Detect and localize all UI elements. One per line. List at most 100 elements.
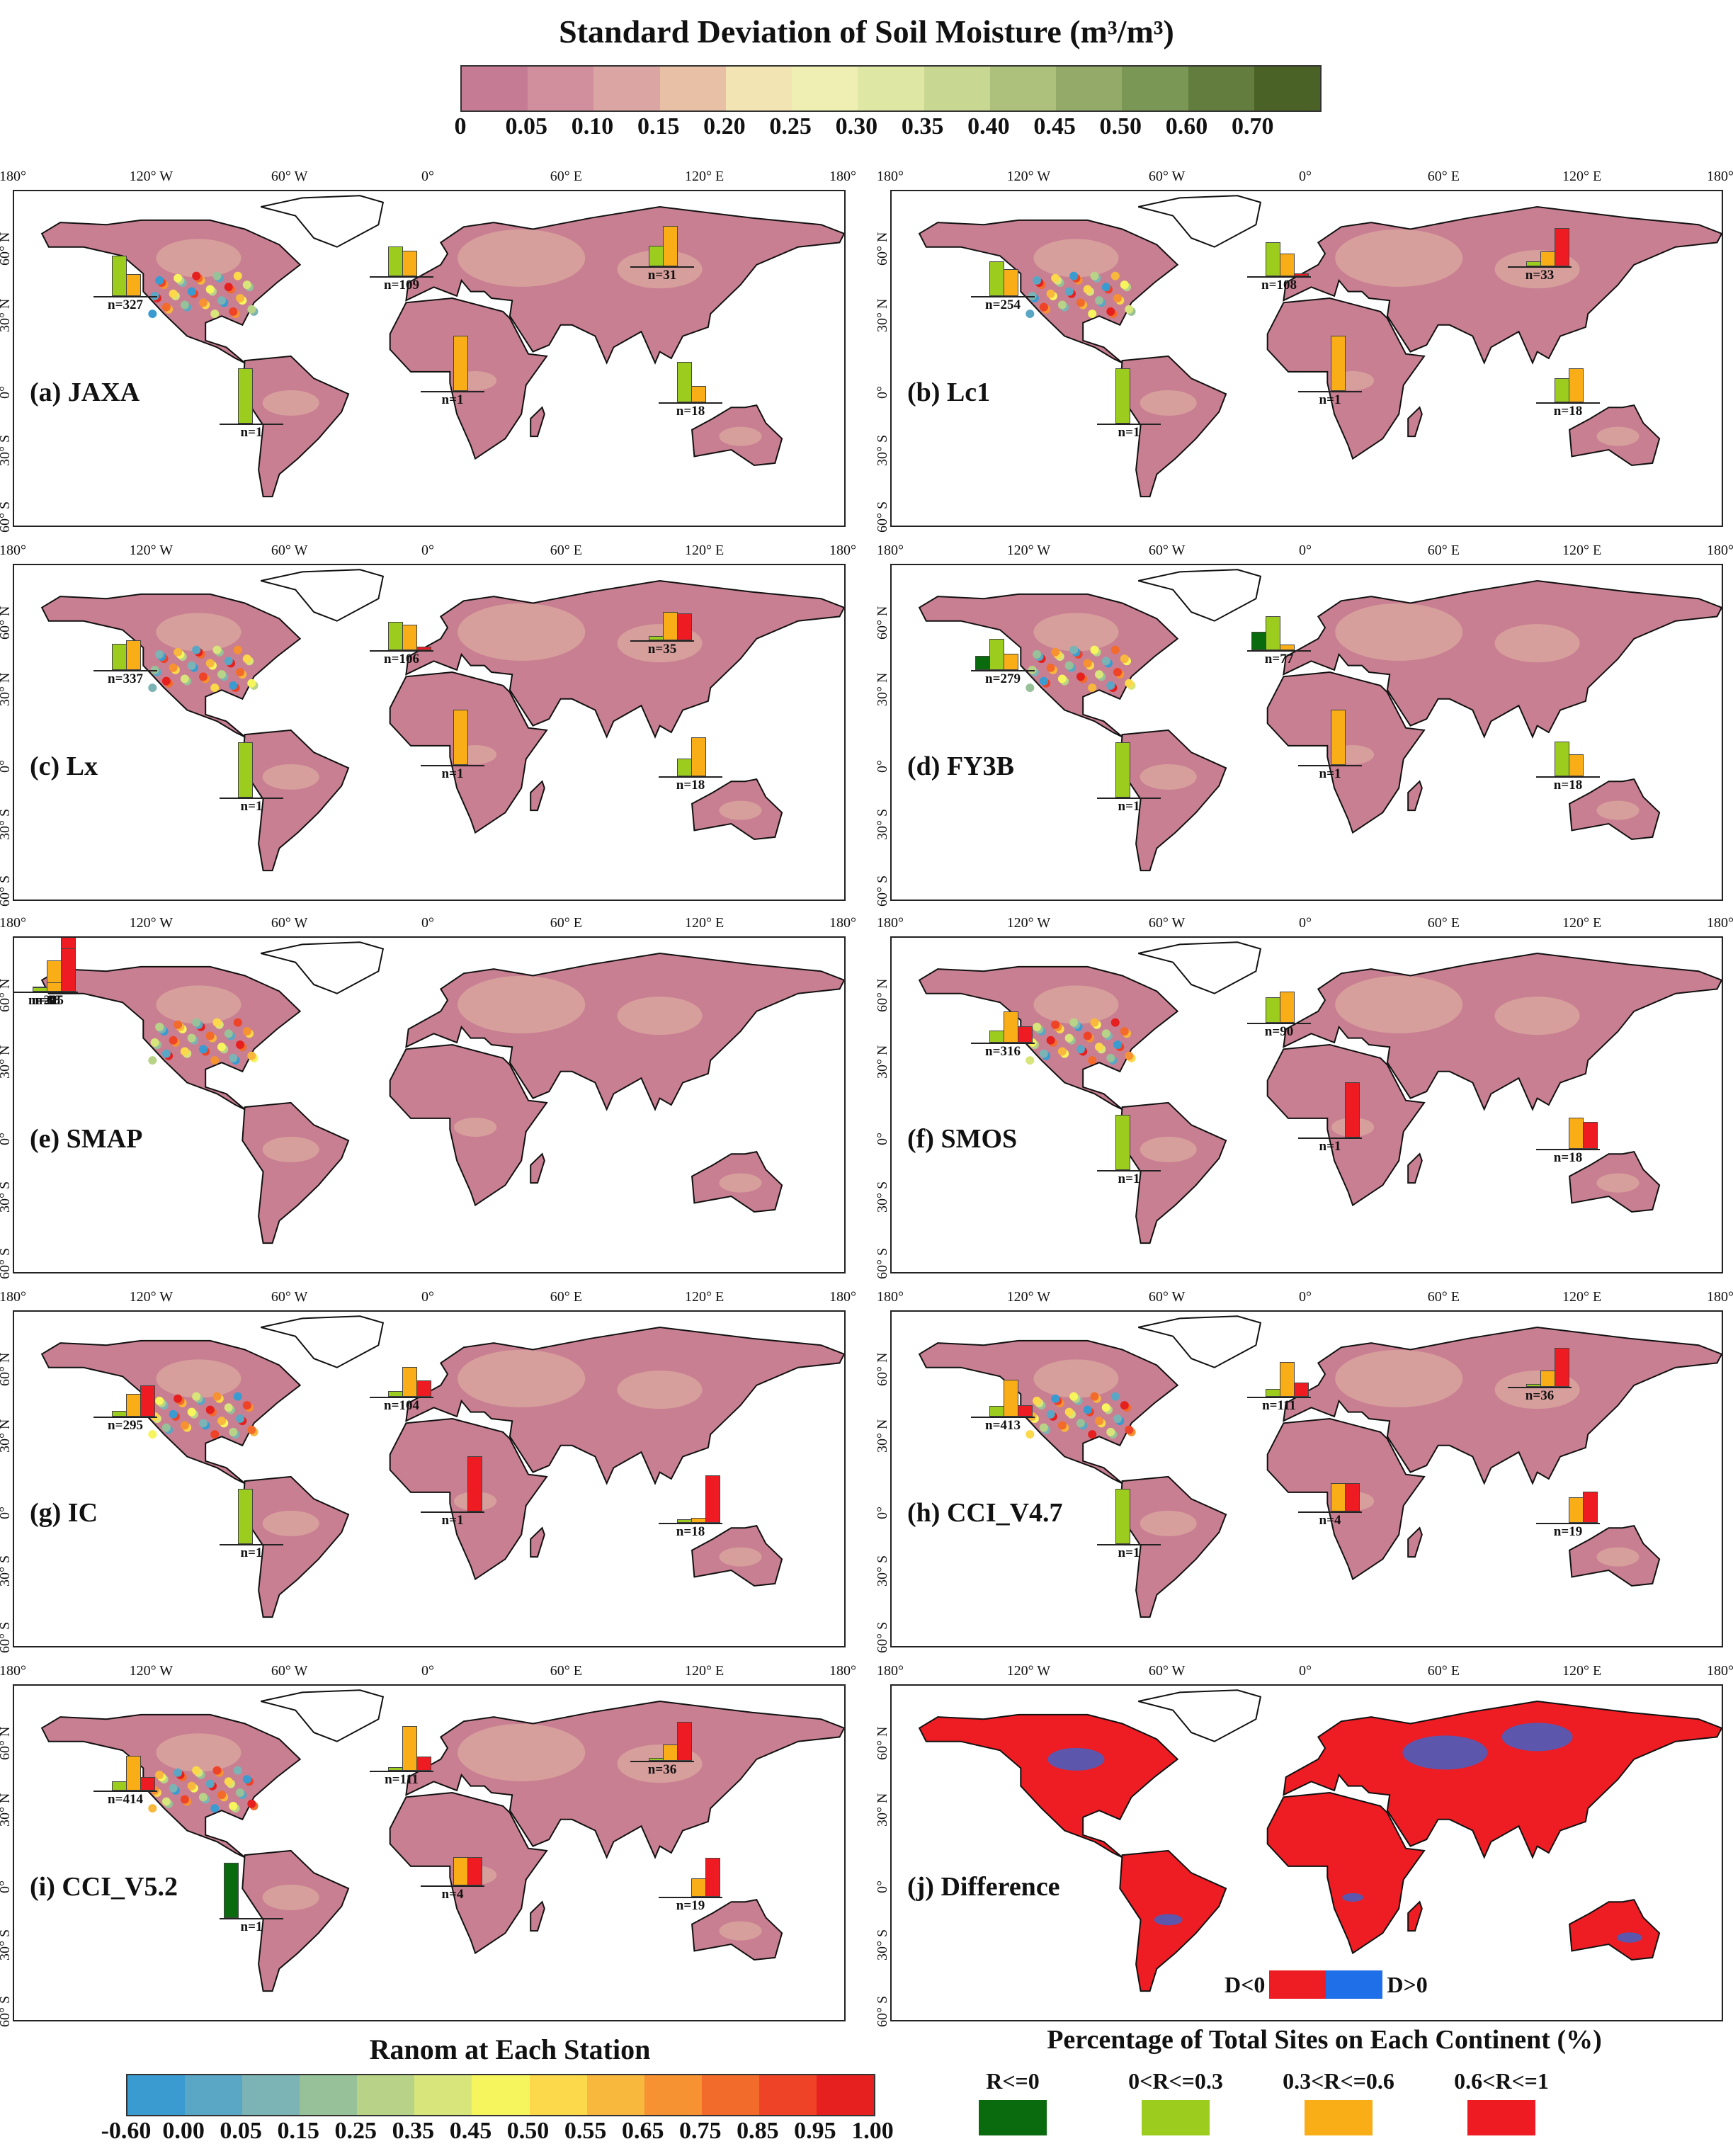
colorbar-tick-label: 0.70	[1232, 113, 1274, 140]
lat-label: 0°	[0, 1133, 13, 1146]
site-percentage-inset: n=36	[1508, 1333, 1572, 1404]
samerica-landmass	[1119, 729, 1227, 872]
station-marker	[210, 683, 220, 693]
lon-label: 60° W	[271, 1289, 308, 1305]
site-percentage-inset: n=31	[630, 212, 694, 283]
lon-label: 0°	[421, 915, 434, 931]
variability-patch	[719, 426, 762, 446]
station-marker	[1076, 298, 1085, 307]
station-marker	[180, 1047, 189, 1056]
inset-bar	[663, 612, 678, 640]
lat-label: 0°	[875, 1507, 890, 1520]
positive-difference-patch	[1616, 1932, 1642, 1943]
world-map	[918, 195, 1722, 498]
station-marker	[155, 1396, 164, 1405]
station-marker	[198, 1045, 208, 1054]
station-marker	[174, 1768, 183, 1777]
lon-label: 120° W	[129, 543, 174, 558]
madagascar-landmass	[530, 1526, 545, 1558]
inset-bar	[1331, 1483, 1346, 1511]
lon-label: 180°	[0, 169, 26, 184]
legend-label: 0.3<R<=0.6	[1283, 2068, 1394, 2094]
station-marker	[1046, 289, 1055, 298]
station-marker	[229, 307, 238, 316]
inset-count: n=1	[1118, 799, 1140, 814]
lat-label: 30° S	[875, 808, 890, 840]
inset-count: n=413	[985, 1418, 1021, 1433]
site-percentage-inset: n=1	[1097, 368, 1161, 441]
station-marker	[224, 283, 233, 292]
station-marker	[198, 1793, 208, 1802]
inset-bar	[61, 948, 76, 992]
inset-bar	[1583, 1492, 1598, 1523]
lat-label: 0°	[875, 1133, 890, 1146]
inset-bar	[1018, 1026, 1033, 1043]
station-marker	[192, 271, 201, 280]
madagascar-landmass	[1407, 780, 1423, 812]
colorbar-tick-label: 0.60	[1165, 113, 1208, 140]
station-marker	[212, 1392, 222, 1401]
colorbar-title: Standard Deviation of Soil Moisture (m³/…	[559, 13, 1174, 50]
africa-landmass	[389, 297, 548, 460]
lat-label: 0°	[0, 1880, 13, 1894]
inset-bar	[388, 622, 403, 650]
station-marker	[169, 289, 178, 298]
inset-count: n=1	[1118, 1545, 1140, 1560]
station-marker	[1039, 302, 1048, 312]
colorbar-tick-label: 0.75	[679, 2118, 722, 2144]
colorbar-segment	[185, 2075, 243, 2115]
site-percentage-inset: n=1	[421, 336, 484, 408]
inset-count: n=1	[35, 993, 57, 1008]
lon-label: 120° W	[129, 915, 174, 931]
colorbar-segment	[529, 2075, 587, 2115]
inset-bar	[1569, 1118, 1584, 1149]
station-marker	[205, 1405, 215, 1414]
station-marker	[210, 1430, 220, 1439]
map-panel: (g) IC n=295 n=104 n=1 n=1 n=18	[13, 1310, 846, 1647]
lon-label: 120° E	[685, 1663, 725, 1679]
station-marker	[1025, 310, 1035, 319]
lat-label: 60° N	[875, 232, 890, 266]
lon-label: 180°	[0, 915, 26, 931]
lat-label: 30° N	[0, 1045, 13, 1079]
lat-label: 30° N	[875, 1045, 890, 1079]
colorbar-segment	[414, 2075, 472, 2115]
station-marker	[1090, 1392, 1099, 1401]
site-percentage-inset: n=18	[1536, 348, 1600, 419]
inset-bar	[388, 246, 403, 276]
inset-count: n=18	[676, 1524, 705, 1539]
lon-axis-labels: 180° 120° W 60° W 0° 60° E 120° E 180°	[0, 915, 856, 935]
station-marker	[233, 645, 242, 654]
legend-swatch	[1305, 2100, 1373, 2135]
lat-label: 30° N	[0, 673, 13, 707]
station-marker	[1106, 1427, 1115, 1436]
lon-label: 60° E	[550, 1289, 582, 1305]
site-percentage-inset: n=111	[1247, 1343, 1311, 1414]
lat-label: 60° S	[0, 1996, 13, 2028]
station-marker	[192, 1392, 201, 1401]
inset-bar	[989, 1406, 1004, 1417]
world-map	[918, 569, 1722, 872]
inset-count: n=1	[240, 425, 263, 440]
station-marker	[217, 1417, 226, 1426]
inset-count: n=18	[1553, 778, 1583, 793]
lon-label: 180°	[0, 543, 26, 558]
inset-bar	[691, 1518, 706, 1523]
inset-bar	[989, 261, 1004, 296]
lat-label: 60° S	[875, 875, 890, 907]
lat-label: 60° S	[0, 875, 13, 907]
site-percentage-inset: n=18	[659, 1469, 722, 1540]
inset-bar	[238, 1489, 253, 1544]
inset-bar	[1280, 253, 1295, 276]
lat-label: 60° N	[0, 978, 13, 1012]
site-percentage-inset: n=36	[630, 1707, 694, 1778]
greenland-landmass	[261, 941, 385, 994]
station-marker	[187, 661, 196, 670]
inset-bar	[1018, 1405, 1033, 1417]
inset-count: n=31	[647, 268, 677, 283]
colorbar-tick-label: 0.85	[737, 2118, 779, 2144]
colorbar-tick-label: 0	[454, 113, 467, 140]
station-marker	[1064, 1033, 1074, 1043]
map-panel: (i) CCI_V5.2 n=414 n=111 n=36 n=1 n=4 n=19	[13, 1684, 846, 2021]
colorbar-segment	[816, 2075, 875, 2115]
